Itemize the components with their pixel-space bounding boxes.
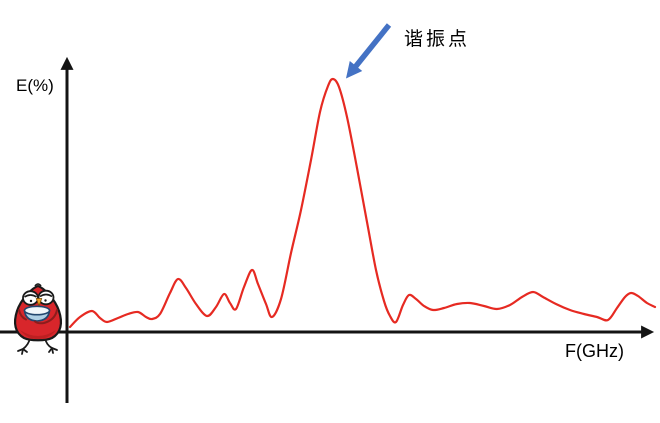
bird-eyelid-right	[39, 293, 53, 298]
bird-bowl	[23, 305, 51, 322]
bird-eye-left	[22, 290, 39, 306]
bird-head-tuft	[34, 283, 42, 287]
bird-foot-left	[17, 348, 28, 355]
bird-mascot-sticker	[13, 283, 63, 355]
spectrum-curve	[68, 77, 657, 329]
resonance-arrow-icon	[345, 23, 392, 79]
bird-beak	[35, 298, 43, 308]
bird-wing-right	[34, 309, 58, 325]
x-axis-label: F(GHz)	[565, 341, 624, 361]
resonance-annotation-label: 谐振点	[404, 29, 471, 50]
bird-foot-right	[48, 347, 58, 354]
bird-pupil-left	[29, 299, 33, 303]
bird-eye-right	[37, 289, 55, 306]
bird-belly-shade	[20, 330, 56, 339]
bird-pupil-right	[44, 299, 47, 302]
axes	[0, 56, 655, 403]
bird-bowl-rim	[23, 305, 51, 316]
bird-wing-left	[18, 309, 27, 321]
y-axis-label: E(%)	[16, 76, 54, 95]
bird-eyelid-left	[24, 294, 37, 298]
